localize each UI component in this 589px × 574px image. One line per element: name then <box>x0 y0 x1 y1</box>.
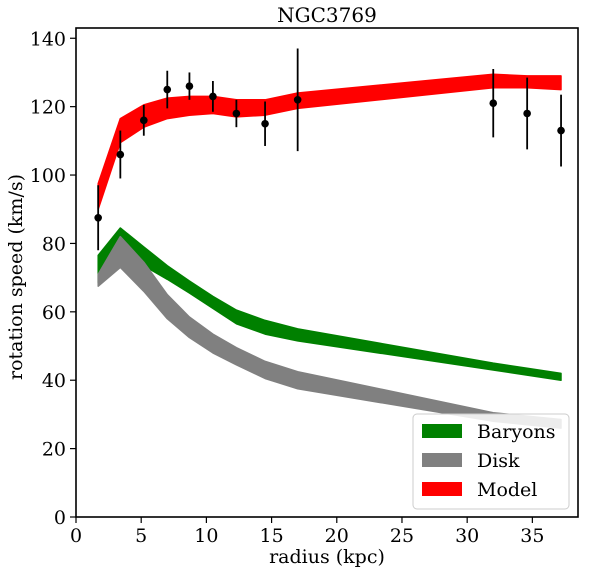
y-axis-label: rotation speed (km/s) <box>5 174 27 380</box>
legend-swatch-disk <box>422 453 462 467</box>
data-point <box>140 116 148 125</box>
y-tick-label: 40 <box>42 370 66 392</box>
data-point <box>232 109 241 118</box>
x-tick-label: 35 <box>520 525 544 547</box>
legend-label-baryons: Baryons <box>477 421 556 443</box>
legend: Baryons Disk Model <box>412 413 570 510</box>
x-tick-label: 30 <box>455 525 479 547</box>
x-tick-label: 5 <box>135 525 147 547</box>
legend-swatch-model <box>422 482 462 496</box>
data-point <box>489 99 498 108</box>
data-point <box>116 150 125 159</box>
y-tick-label: 80 <box>42 233 66 255</box>
y-tick-label: 60 <box>42 302 66 324</box>
data-point <box>293 96 302 104</box>
band-baryons <box>97 227 562 381</box>
data-point <box>163 85 172 94</box>
legend-swatch-baryons <box>422 424 462 438</box>
y-tick-label: 0 <box>54 507 66 529</box>
y-tick-label: 140 <box>30 28 66 50</box>
y-axis-ticks: 0 20 40 60 80 100 120 140 <box>30 28 76 529</box>
data-point <box>209 92 217 101</box>
data-point <box>557 126 565 135</box>
x-axis-ticks: 0 5 10 15 20 25 30 35 <box>70 517 544 547</box>
legend-label-disk: Disk <box>477 450 520 472</box>
legend-label-model: Model <box>477 479 537 501</box>
observed-points-layer <box>94 48 565 251</box>
x-tick-label: 10 <box>194 525 218 547</box>
data-point <box>523 109 531 118</box>
y-tick-label: 20 <box>42 439 66 461</box>
x-tick-label: 15 <box>259 525 283 547</box>
y-tick-label: 100 <box>30 165 66 187</box>
data-point <box>185 82 194 90</box>
y-tick-label: 120 <box>30 97 66 119</box>
x-tick-label: 0 <box>70 525 82 547</box>
data-point <box>261 119 269 128</box>
plot-frame <box>75 27 579 518</box>
data-point <box>94 213 102 222</box>
x-axis-label: radius (kpc) <box>269 546 385 568</box>
x-tick-label: 25 <box>390 525 414 547</box>
bands-layer <box>97 73 562 429</box>
x-tick-label: 20 <box>325 525 349 547</box>
chart-title: NGC3769 <box>277 3 377 27</box>
